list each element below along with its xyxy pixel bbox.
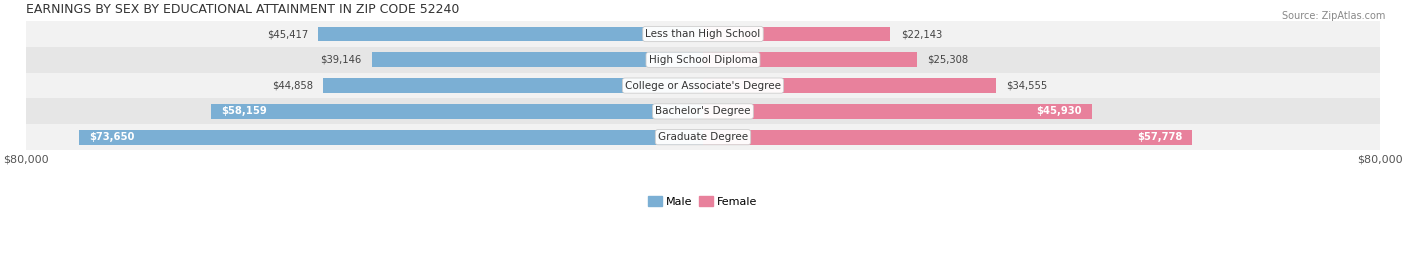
Bar — [25, 124, 1381, 150]
Text: $44,858: $44,858 — [271, 81, 314, 91]
Bar — [25, 47, 1381, 73]
Text: $34,555: $34,555 — [1005, 81, 1047, 91]
Text: $39,146: $39,146 — [321, 55, 361, 65]
Bar — [25, 98, 1381, 124]
Text: Bachelor's Degree: Bachelor's Degree — [655, 106, 751, 116]
Bar — [371, 52, 703, 67]
Bar — [703, 52, 917, 67]
Bar — [703, 130, 1192, 145]
Bar — [211, 104, 703, 119]
Text: EARNINGS BY SEX BY EDUCATIONAL ATTAINMENT IN ZIP CODE 52240: EARNINGS BY SEX BY EDUCATIONAL ATTAINMEN… — [25, 3, 458, 16]
Text: Less than High School: Less than High School — [645, 29, 761, 39]
Bar — [318, 27, 703, 42]
Text: $73,650: $73,650 — [90, 132, 135, 142]
Bar — [25, 21, 1381, 47]
Text: $25,308: $25,308 — [928, 55, 969, 65]
Bar — [703, 78, 995, 93]
Text: Source: ZipAtlas.com: Source: ZipAtlas.com — [1281, 11, 1385, 21]
Text: $45,417: $45,417 — [267, 29, 308, 39]
Text: $57,778: $57,778 — [1136, 132, 1182, 142]
Bar — [703, 27, 890, 42]
Bar — [25, 73, 1381, 98]
Text: Graduate Degree: Graduate Degree — [658, 132, 748, 142]
Legend: Male, Female: Male, Female — [644, 192, 762, 211]
Text: College or Associate's Degree: College or Associate's Degree — [626, 81, 780, 91]
Text: $22,143: $22,143 — [901, 29, 942, 39]
Text: High School Diploma: High School Diploma — [648, 55, 758, 65]
Bar — [323, 78, 703, 93]
Bar — [79, 130, 703, 145]
Text: $45,930: $45,930 — [1036, 106, 1081, 116]
Text: $58,159: $58,159 — [221, 106, 267, 116]
Bar — [703, 104, 1092, 119]
